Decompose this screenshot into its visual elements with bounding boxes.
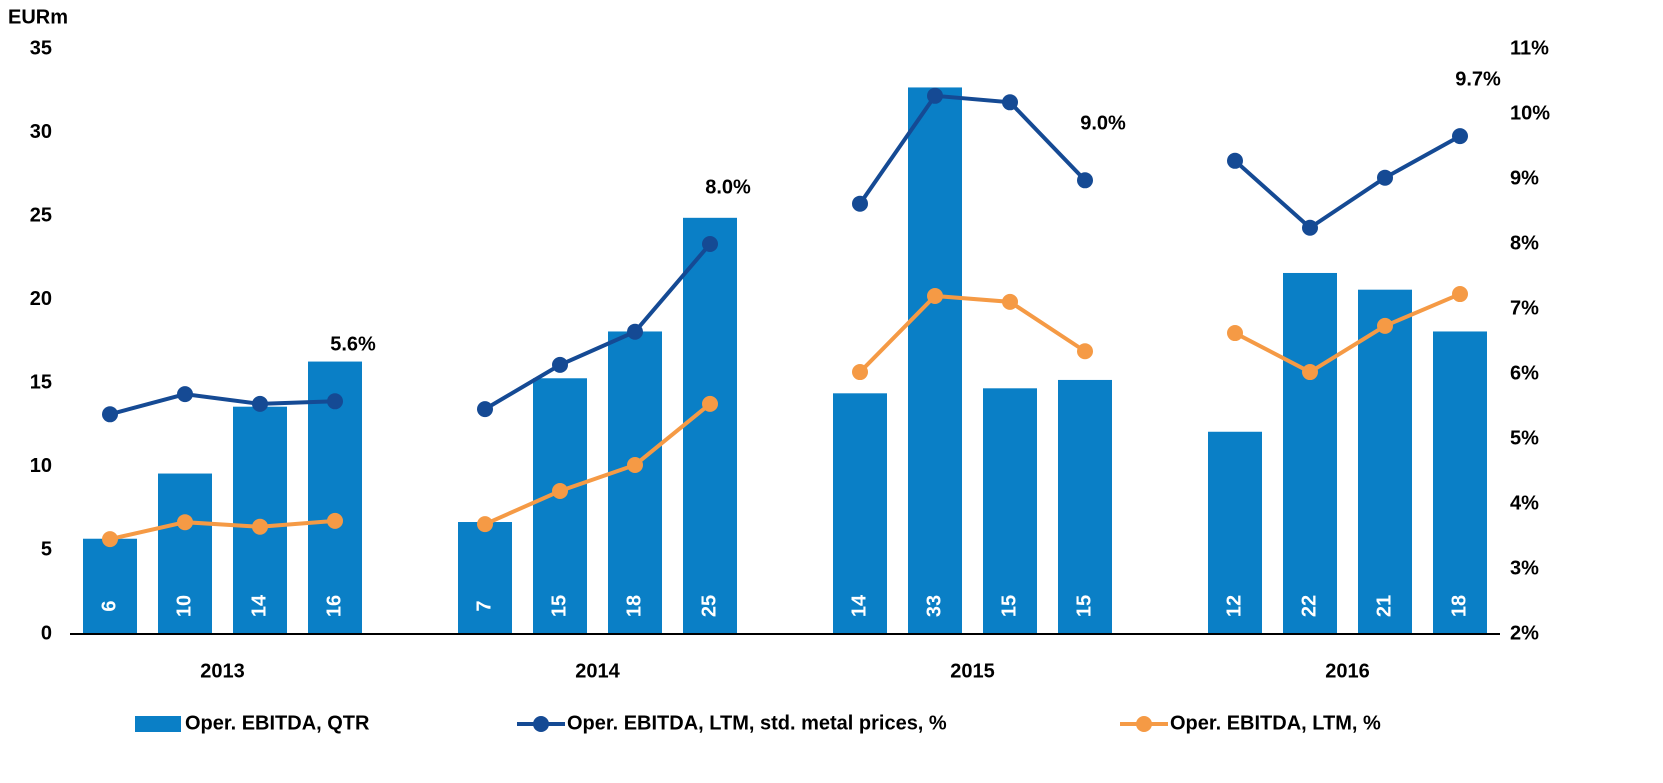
line bbox=[109, 292, 1461, 542]
y-tick-label: 10 bbox=[30, 455, 52, 477]
bar bbox=[983, 388, 1037, 634]
y2-tick-label: 10% bbox=[1510, 102, 1550, 124]
line-point bbox=[477, 401, 493, 418]
line-point bbox=[1302, 219, 1318, 236]
bar bbox=[833, 393, 887, 634]
bar bbox=[533, 378, 587, 634]
line-value-label: 9.0% bbox=[1080, 113, 1126, 135]
line-point bbox=[1227, 325, 1243, 342]
legend-label: Oper. EBITDA, QTR bbox=[185, 712, 370, 734]
line-point bbox=[252, 395, 268, 412]
bar-value-label: 15 bbox=[998, 595, 1020, 617]
x-group-label: 2015 bbox=[950, 660, 995, 682]
bar-value-label: 7 bbox=[473, 600, 495, 611]
bar-value-label: 21 bbox=[1373, 595, 1395, 617]
bar-value-label: 18 bbox=[623, 595, 645, 617]
line-point bbox=[627, 457, 643, 473]
y2-tick-label: 6% bbox=[1510, 362, 1539, 384]
line-point bbox=[1002, 94, 1018, 111]
line-point bbox=[627, 323, 643, 340]
line-value-label: 9.7% bbox=[1455, 68, 1501, 90]
y2-tick-label: 11% bbox=[1510, 37, 1549, 59]
y2-tick-label: 3% bbox=[1510, 557, 1539, 579]
bar-value-label: 14 bbox=[248, 594, 270, 617]
line-value-label: 8.0% bbox=[705, 176, 751, 198]
line-point bbox=[1452, 128, 1468, 145]
line-point bbox=[702, 395, 718, 412]
line-point bbox=[852, 195, 868, 212]
y-tick-label: 15 bbox=[30, 372, 52, 394]
y-tick-label: 30 bbox=[30, 121, 52, 143]
line-point bbox=[1302, 364, 1318, 381]
line bbox=[109, 93, 1461, 417]
y-tick-label: 20 bbox=[30, 288, 52, 310]
legend-marker bbox=[1136, 716, 1152, 732]
bar bbox=[458, 522, 512, 634]
line-point bbox=[1377, 169, 1393, 186]
line-point bbox=[552, 483, 568, 499]
y2-tick-label: 7% bbox=[1510, 297, 1539, 319]
line-point bbox=[927, 87, 943, 104]
line-point bbox=[1002, 293, 1018, 310]
bar-value-label: 25 bbox=[698, 595, 720, 617]
line-point bbox=[1377, 317, 1393, 334]
bar bbox=[83, 538, 137, 634]
bar-value-label: 18 bbox=[1448, 595, 1470, 617]
line-point bbox=[1452, 286, 1468, 303]
y-tick-label: 35 bbox=[30, 37, 52, 59]
line-point bbox=[177, 514, 193, 531]
bar-value-label: 15 bbox=[1073, 595, 1095, 617]
line-point bbox=[927, 288, 943, 304]
line-point bbox=[327, 512, 343, 529]
bar-value-label: 14 bbox=[848, 594, 870, 617]
legend-label: Oper. EBITDA, LTM, std. metal prices, % bbox=[567, 712, 947, 734]
legend-swatch bbox=[135, 716, 181, 732]
line-point bbox=[102, 406, 118, 423]
line-point bbox=[477, 516, 493, 533]
x-group-label: 2013 bbox=[200, 660, 245, 682]
x-group-label: 2016 bbox=[1325, 660, 1370, 682]
line-point bbox=[1077, 172, 1093, 189]
x-group-label: 2014 bbox=[575, 660, 620, 682]
bar bbox=[683, 217, 737, 635]
line-point bbox=[102, 531, 118, 548]
y-tick-label: 0 bbox=[41, 622, 52, 644]
bar-value-label: 12 bbox=[1223, 595, 1245, 617]
bar bbox=[608, 331, 662, 634]
bar-value-label: 33 bbox=[923, 595, 945, 617]
y-tick-label: 5 bbox=[41, 539, 52, 561]
bar-value-label: 10 bbox=[173, 595, 195, 617]
y2-tick-label: 9% bbox=[1510, 167, 1539, 189]
y2-tick-label: 2% bbox=[1510, 622, 1539, 644]
line-point bbox=[1077, 343, 1093, 360]
line-point bbox=[327, 393, 343, 410]
line-point bbox=[552, 356, 568, 373]
bar bbox=[908, 87, 962, 634]
bar-value-label: 22 bbox=[1298, 595, 1320, 617]
bar-value-label: 16 bbox=[323, 595, 345, 617]
legend-label: Oper. EBITDA, LTM, % bbox=[1170, 712, 1381, 734]
line-point bbox=[1227, 152, 1243, 169]
bar bbox=[1433, 331, 1487, 634]
bar bbox=[1283, 272, 1337, 634]
line-point bbox=[252, 518, 268, 535]
y-tick-label: 25 bbox=[30, 204, 52, 226]
line-point bbox=[702, 236, 718, 252]
line-point bbox=[852, 364, 868, 381]
legend-marker bbox=[533, 716, 549, 732]
y2-tick-label: 8% bbox=[1510, 232, 1539, 254]
y2-tick-label: 4% bbox=[1510, 492, 1539, 514]
bar-value-label: 15 bbox=[548, 595, 570, 617]
bar-value-label: 6 bbox=[98, 600, 120, 611]
line-value-label: 5.6% bbox=[330, 334, 376, 356]
y-axis-title: EURm bbox=[8, 6, 68, 28]
bar bbox=[1208, 431, 1262, 634]
y2-tick-label: 5% bbox=[1510, 427, 1539, 449]
bar bbox=[158, 473, 212, 634]
bar bbox=[1058, 379, 1112, 634]
line-point bbox=[177, 386, 193, 403]
bar bbox=[1358, 289, 1412, 634]
